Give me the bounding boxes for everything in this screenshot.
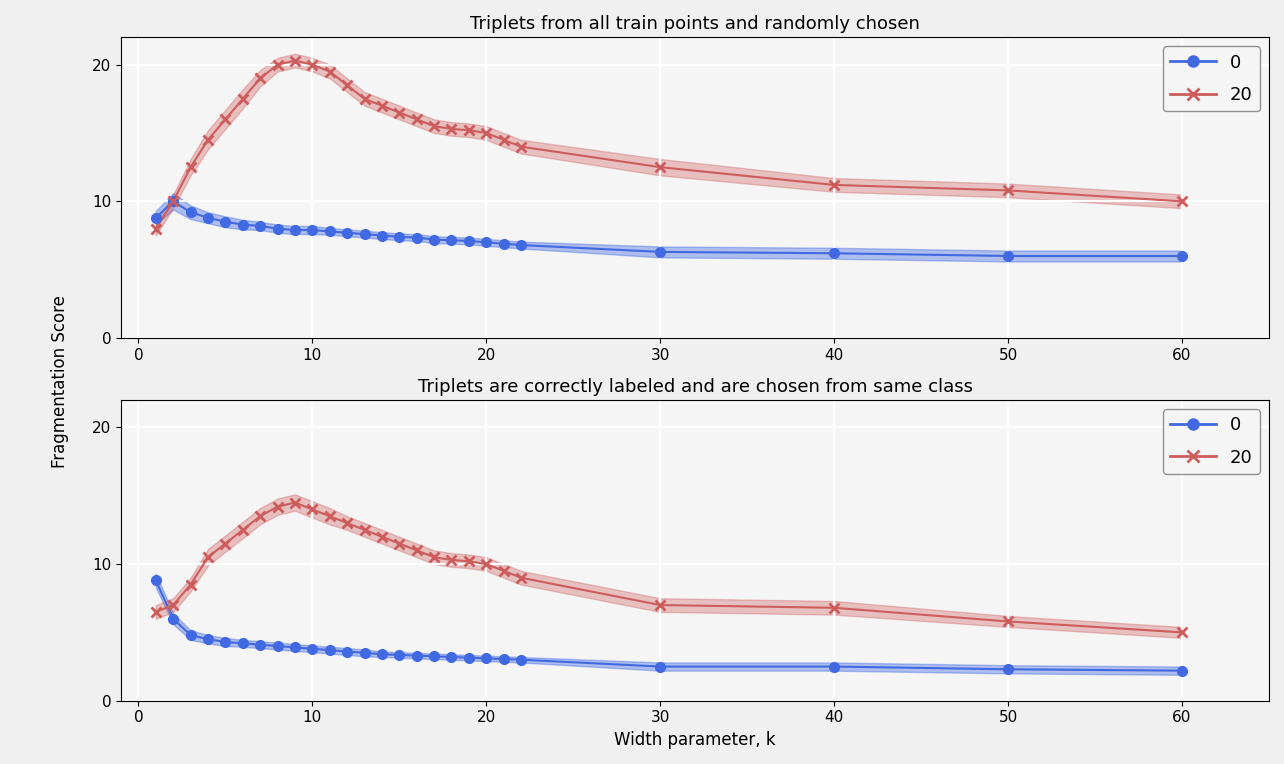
Legend: 0, 20: 0, 20 [1163, 47, 1260, 112]
X-axis label: Width parameter, k: Width parameter, k [614, 731, 776, 749]
Title: Triplets from all train points and randomly chosen: Triplets from all train points and rando… [470, 15, 919, 33]
Title: Triplets are correctly labeled and are chosen from same class: Triplets are correctly labeled and are c… [417, 377, 972, 396]
Text: Fragmentation Score: Fragmentation Score [51, 296, 69, 468]
Legend: 0, 20: 0, 20 [1163, 409, 1260, 474]
